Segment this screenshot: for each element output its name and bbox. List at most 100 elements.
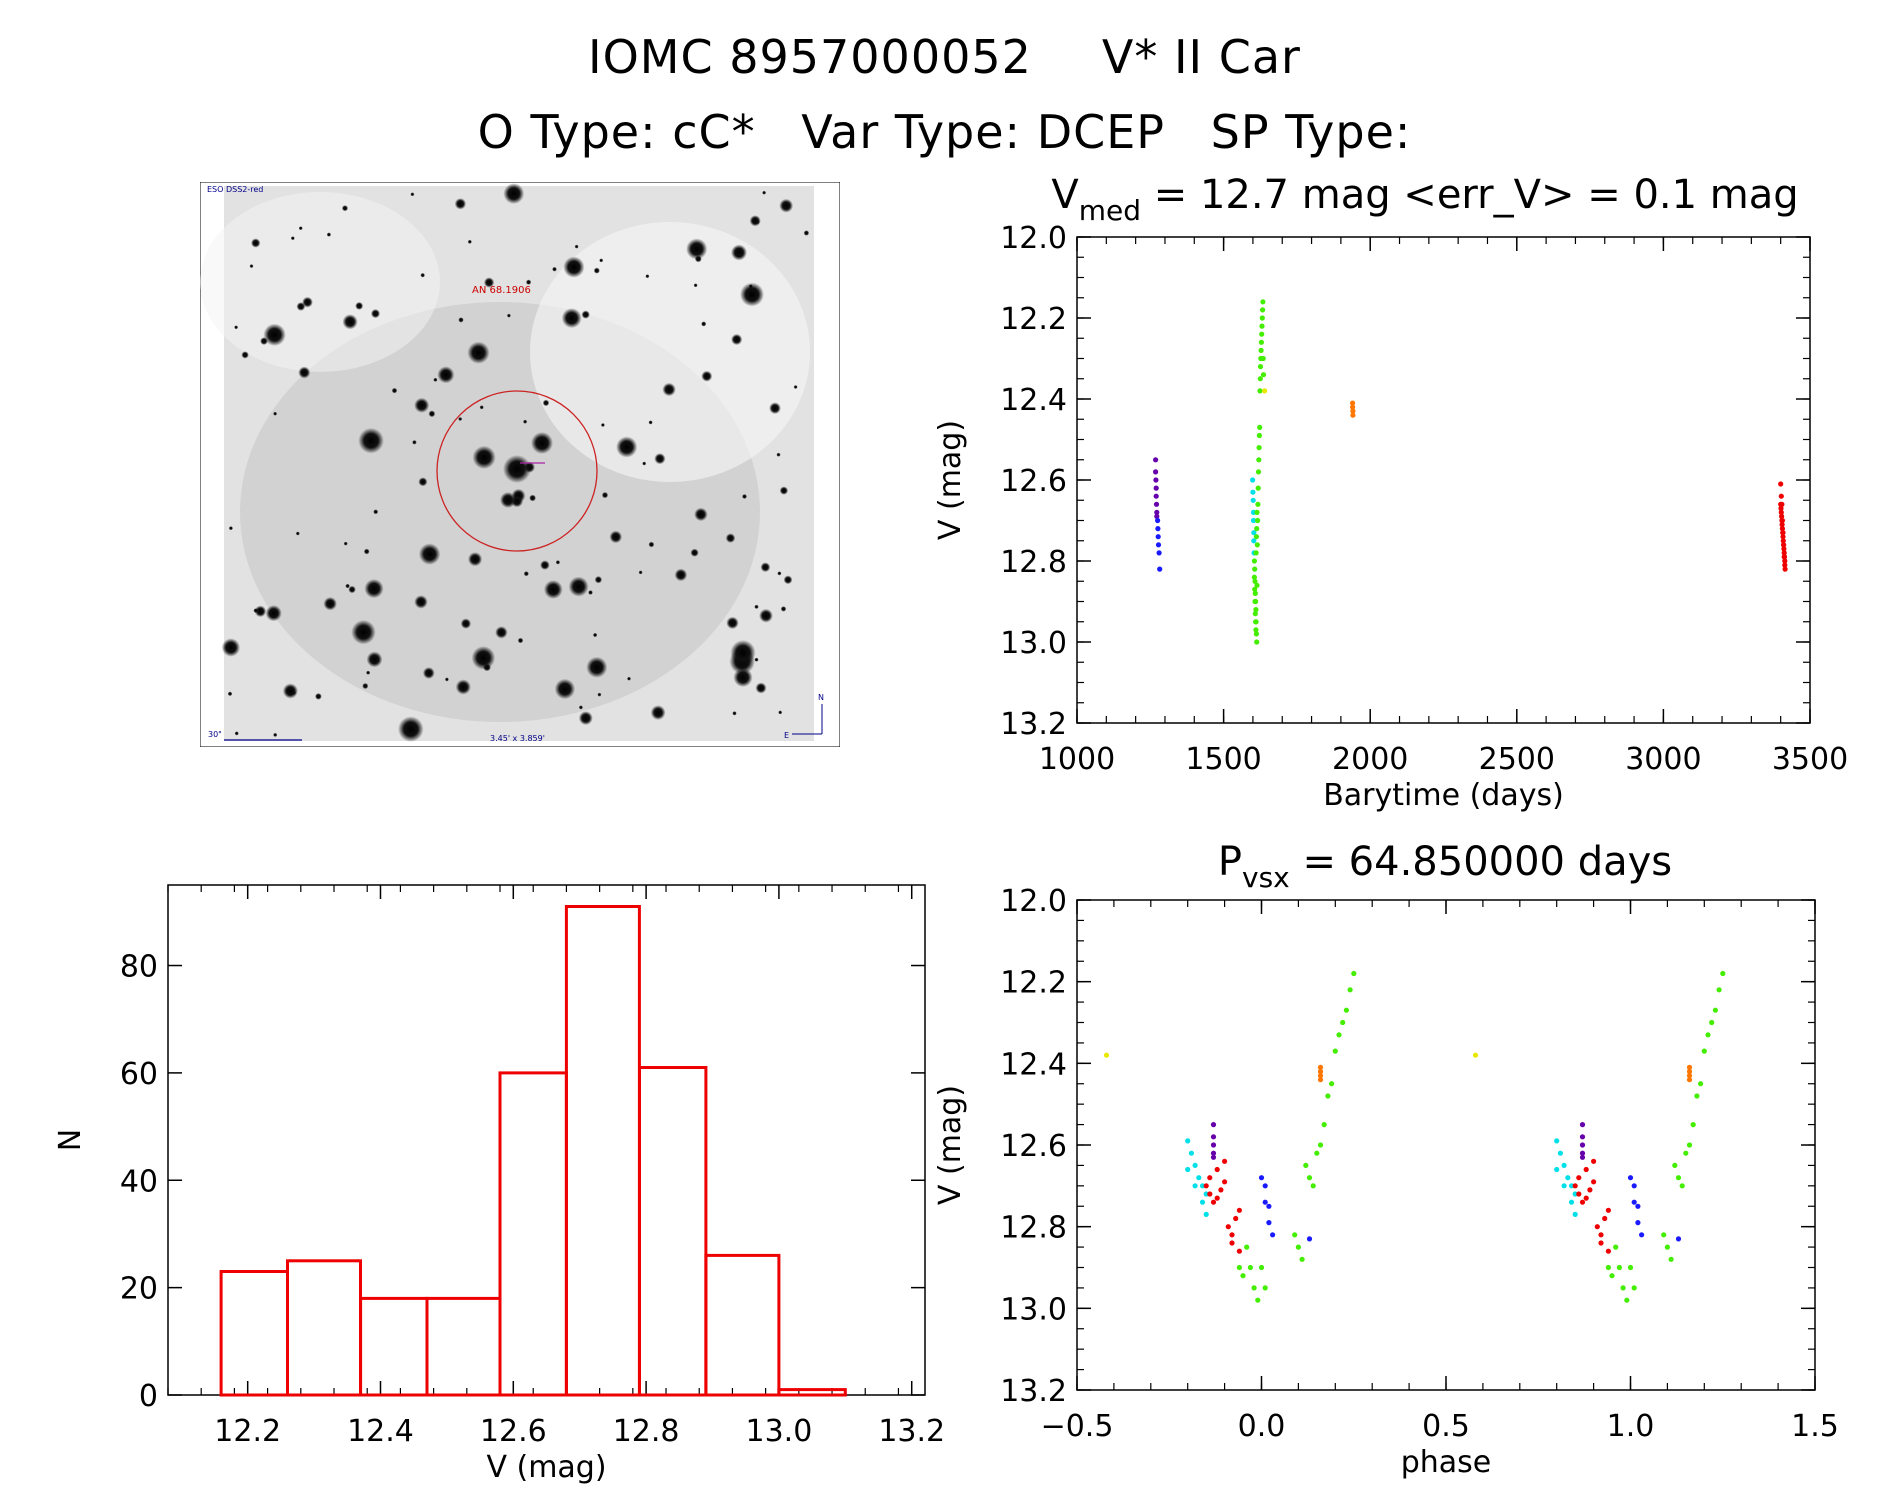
finder-star [779, 198, 794, 213]
x-tick-label: 12.6 [480, 1414, 547, 1449]
finder-star [273, 732, 278, 738]
x-tick-label: 1.5 [1791, 1409, 1839, 1444]
data-point [1705, 1032, 1711, 1038]
finder-star [725, 533, 736, 543]
finder-star [265, 605, 282, 622]
finder-star [726, 616, 739, 630]
y-axis-label: V (mag) [933, 1085, 968, 1205]
data-point [1236, 1207, 1242, 1213]
finder-star [500, 492, 516, 508]
finder-star [686, 238, 708, 260]
finder-star [594, 576, 603, 584]
x-tick-label: 3000 [1625, 742, 1701, 777]
finder-star [251, 238, 261, 248]
otype-label: O Type: [477, 105, 657, 159]
data-point [1185, 1166, 1191, 1173]
data-point [1583, 1195, 1589, 1201]
data-point [1251, 1285, 1257, 1291]
data-point [1781, 550, 1787, 556]
finder-star [295, 531, 300, 536]
data-point [1779, 517, 1785, 524]
y-tick-label: 12.2 [1000, 966, 1067, 1001]
data-point [1635, 1220, 1641, 1226]
y-tick-label: 12.2 [1000, 302, 1067, 337]
finder-star [298, 366, 311, 379]
finder-star [531, 432, 553, 454]
finder-star [776, 452, 781, 457]
finder-star [351, 620, 376, 645]
data-point [1332, 1048, 1338, 1054]
finder-star [627, 676, 631, 681]
finder-star [326, 232, 332, 237]
data-point [1210, 1122, 1217, 1128]
data-point [1270, 1232, 1276, 1238]
data-point [1192, 1183, 1198, 1189]
data-point [1314, 1150, 1320, 1156]
data-point [1591, 1179, 1597, 1185]
data-point [1253, 627, 1259, 633]
data-point [1778, 505, 1784, 511]
finder-star [574, 244, 579, 249]
scale-label: 30" [208, 730, 222, 739]
finder-star [323, 597, 337, 611]
data-point [1605, 1207, 1611, 1213]
y-tick-label: 80 [120, 950, 158, 985]
finder-star [742, 494, 747, 499]
finder-star [609, 530, 623, 544]
data-point [1233, 1215, 1239, 1222]
finder-star [355, 301, 364, 310]
data-point [1244, 1244, 1250, 1250]
finder-star [373, 509, 379, 515]
finder-star [769, 402, 781, 415]
data-point [1351, 970, 1357, 977]
finder-star [690, 548, 699, 557]
finder-star [662, 382, 676, 397]
data-point [1317, 1077, 1324, 1083]
finder-star [412, 440, 417, 445]
data-point [1154, 513, 1160, 520]
data-point [1196, 1175, 1202, 1181]
data-point [1240, 1273, 1246, 1279]
plot-frame [167, 884, 926, 1396]
data-point [1154, 509, 1160, 515]
star-id: IOMC 8957000052 [588, 30, 1032, 84]
finder-star [422, 667, 435, 679]
finder-chart-image: AN 68.1906 ESO DSS2-red 30" 3.45' x 3.85… [200, 182, 840, 747]
data-point [1210, 1199, 1217, 1205]
data-point [1254, 582, 1260, 588]
title-rest: = 64.850000 days [1290, 839, 1672, 885]
data-point [1561, 1162, 1567, 1168]
finder-star [793, 385, 798, 389]
x-axis-label: phase [1401, 1445, 1492, 1480]
data-point [1262, 1285, 1268, 1291]
finder-star [561, 308, 582, 329]
x-tick-label: 13.2 [878, 1414, 945, 1449]
finder-star [555, 560, 561, 565]
star-name: V* II Car [1101, 30, 1301, 84]
data-point [1251, 558, 1257, 564]
histogram-bar [425, 1296, 502, 1397]
data-point [1686, 1073, 1693, 1079]
title-rest: = 12.7 mag <err_V> = 0.1 mag [1141, 172, 1799, 218]
x-tick-label: 0.0 [1238, 1409, 1286, 1444]
data-point [1609, 1273, 1615, 1279]
title-main: V [1051, 172, 1079, 218]
data-point [1631, 1199, 1637, 1205]
finder-star [568, 576, 589, 597]
finder-star [542, 399, 550, 407]
data-point [1260, 355, 1266, 362]
data-point [1255, 1297, 1261, 1303]
data-point [1627, 1175, 1634, 1181]
finder-star [483, 663, 491, 672]
data-point [1252, 578, 1258, 584]
data-point [1554, 1166, 1560, 1173]
data-point [1199, 1199, 1206, 1205]
finder-star [345, 583, 350, 589]
data-point [1568, 1183, 1575, 1189]
data-point [1250, 517, 1257, 524]
finder-star [460, 618, 472, 629]
data-point [1350, 408, 1356, 414]
data-point [1561, 1183, 1567, 1189]
finder-star [398, 716, 424, 742]
data-point [1716, 987, 1722, 993]
